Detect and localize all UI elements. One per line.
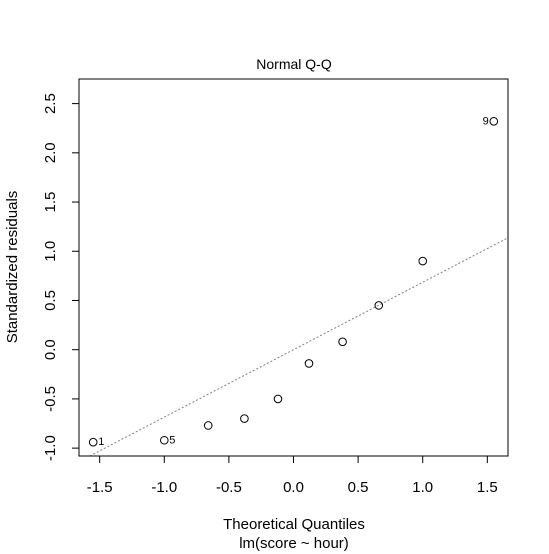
reference-line xyxy=(88,237,508,456)
y-tick-label: -1.0 xyxy=(42,435,59,461)
data-point xyxy=(418,256,428,266)
x-tick-label: 1.5 xyxy=(477,479,498,496)
y-tick-label: 2.5 xyxy=(42,93,59,114)
y-tick-label: 2.0 xyxy=(42,142,59,163)
data-point xyxy=(304,359,314,368)
data-point xyxy=(489,117,499,126)
x-tick-label: 0.5 xyxy=(348,479,369,496)
y-axis-label: Standardized residuals xyxy=(4,191,21,344)
y-tick-label: 0.5 xyxy=(42,290,59,311)
chart-subtitle: lm(score ~ hour) xyxy=(239,535,349,552)
reference-line-layer xyxy=(88,237,508,456)
data-point xyxy=(240,414,249,423)
y-tick-label: 1.0 xyxy=(42,241,59,262)
x-tick-label: -1.0 xyxy=(151,479,177,496)
y-tick-label: 0.0 xyxy=(42,339,59,360)
x-tick-label: -0.5 xyxy=(216,479,242,496)
data-point xyxy=(203,421,213,430)
data-point xyxy=(338,337,347,347)
x-tick-label: -1.5 xyxy=(87,479,113,496)
x-axis: -1.5 -1.0 -0.5 0.0 0.5 1.0 1.5 xyxy=(87,455,498,496)
x-axis-label: Theoretical Quantiles xyxy=(223,516,365,533)
data-point xyxy=(159,435,169,445)
data-point xyxy=(374,301,384,310)
data-point xyxy=(88,437,98,447)
x-tick-label: 1.0 xyxy=(412,479,433,496)
plot-frame xyxy=(78,78,509,457)
y-axis: -1.0 -0.5 0.0 0.5 1.0 1.5 2.0 2.5 xyxy=(42,93,80,461)
point-label: 5 xyxy=(169,434,175,446)
points-layer: 1 5 9 xyxy=(88,115,499,448)
data-point xyxy=(273,394,283,404)
point-label: 1 xyxy=(98,436,104,448)
chart-title: Normal Q-Q xyxy=(256,56,332,72)
point-label: 9 xyxy=(483,115,489,127)
x-tick-label: 0.0 xyxy=(283,479,304,496)
y-tick-label: -0.5 xyxy=(42,386,59,412)
y-tick-label: 1.5 xyxy=(42,192,59,213)
